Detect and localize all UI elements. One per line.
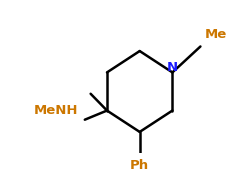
- Text: Me: Me: [205, 28, 227, 41]
- Text: N: N: [167, 61, 178, 74]
- Text: Ph: Ph: [130, 159, 149, 171]
- Text: MeNH: MeNH: [33, 104, 78, 117]
